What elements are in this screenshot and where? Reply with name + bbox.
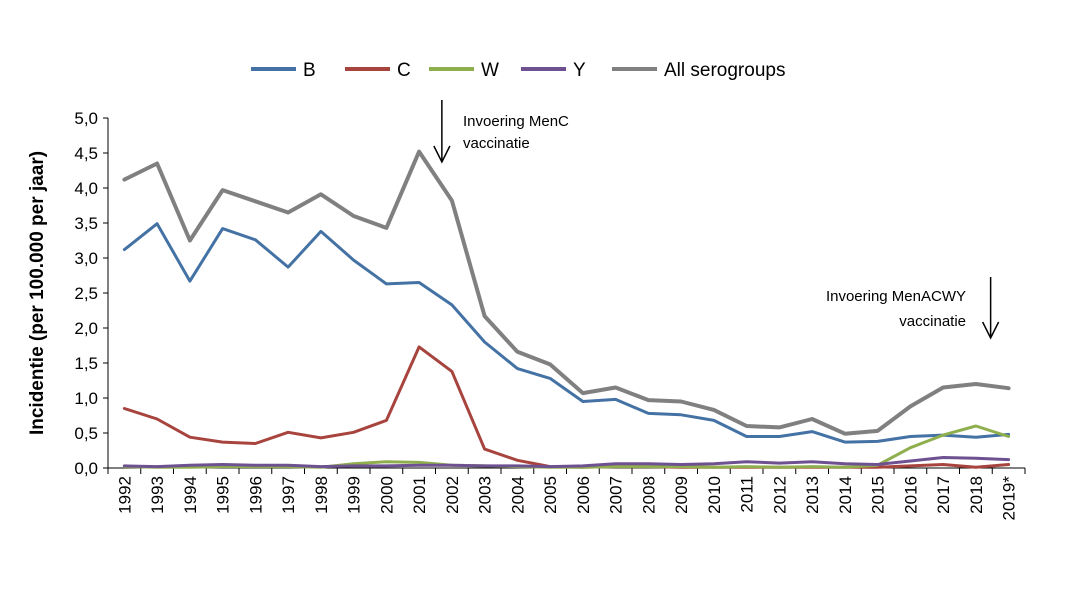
y-tick-label: 2,5: [74, 284, 98, 303]
x-tick-label: 1996: [246, 476, 265, 514]
x-tick-label: 2001: [410, 476, 429, 514]
x-tick-label: 1999: [345, 476, 364, 514]
x-tick-label: 2019*: [1000, 476, 1019, 521]
x-tick-label: 2013: [803, 476, 822, 514]
y-tick-label: 0,5: [74, 424, 98, 443]
x-tick-label: 2004: [508, 476, 527, 514]
annotation-menc-line: vaccinatie: [463, 135, 530, 152]
x-tick-label: 2000: [377, 476, 396, 514]
annotation-menc-line: Invoering MenC: [463, 113, 569, 130]
x-axis: 1992 1993 1994 1995 1996 1997 1998 1999 2000 2001…: [107, 467, 1026, 521]
y-tick-label: 1,0: [74, 389, 98, 408]
x-tick-label: 2002: [443, 476, 462, 514]
y-tick-label: 3,5: [74, 214, 98, 233]
y-tick-label: 2,0: [74, 319, 98, 338]
y-tick-label: 5,0: [74, 109, 98, 128]
series-line-c: [122, 345, 1011, 469]
y-tick-label: 3,0: [74, 249, 98, 268]
x-tick-label: 1993: [148, 476, 167, 514]
x-tick-label: 2010: [705, 476, 724, 514]
legend-label-all-serogroups: All serogroups: [664, 60, 785, 81]
y-tick-label: 0,0: [74, 459, 98, 478]
y-tick-label: 4,5: [74, 144, 98, 163]
x-tick-label: 2007: [607, 476, 626, 514]
annotation-layer: Invoering MenC vaccinatie Invoering MenACW…: [433, 100, 1000, 340]
x-tick-label: 1995: [214, 476, 233, 514]
annotation-menacwy-line: Invoering MenACWY: [826, 288, 966, 305]
y-axis-title: Incidentie (per 100.000 per jaar): [27, 151, 48, 435]
x-tick-label: 2015: [869, 476, 888, 514]
x-tick-label: 2017: [934, 476, 953, 514]
x-tick-label: 1998: [312, 476, 331, 514]
x-tick-label: 1992: [115, 476, 134, 514]
annotation-menacwy-line: vaccinatie: [899, 313, 966, 330]
series-line-all-serogroups: [122, 149, 1011, 436]
x-tick-label: 2018: [967, 476, 986, 514]
annotation-arrow-head: [981, 321, 1000, 340]
series-line-b: [122, 222, 1011, 444]
x-tick-label: 1997: [279, 476, 298, 514]
x-tick-label: 2011: [738, 476, 757, 513]
x-tick-label: 2012: [770, 476, 789, 514]
x-tick-label: 2006: [574, 476, 593, 514]
legend-label-b: B: [303, 60, 316, 81]
legend: B C W Y All serogroups: [251, 60, 785, 81]
annotation-arrow-head: [433, 145, 451, 164]
x-tick-label: 2008: [639, 476, 658, 514]
x-tick-label: 2009: [672, 476, 691, 514]
series-layer: [122, 149, 1011, 469]
x-tick-label: 1994: [181, 476, 200, 514]
x-tick-label: 2005: [541, 476, 560, 514]
legend-label-c: C: [397, 60, 411, 81]
x-tick-label: 2014: [836, 476, 855, 514]
x-tick-label: 2016: [901, 476, 920, 514]
x-tick-label: 2003: [476, 476, 495, 514]
series-line-y: [122, 456, 1011, 469]
y-tick-label: 4,0: [74, 179, 98, 198]
legend-label-w: W: [481, 60, 499, 81]
legend-label-y: Y: [573, 60, 586, 81]
y-axis: 0,0 0,5 1,0 1,5 2,0 2,5 3,0 3,5 4,0 4,5 5,0: [74, 109, 109, 478]
y-tick-label: 1,5: [74, 354, 98, 373]
